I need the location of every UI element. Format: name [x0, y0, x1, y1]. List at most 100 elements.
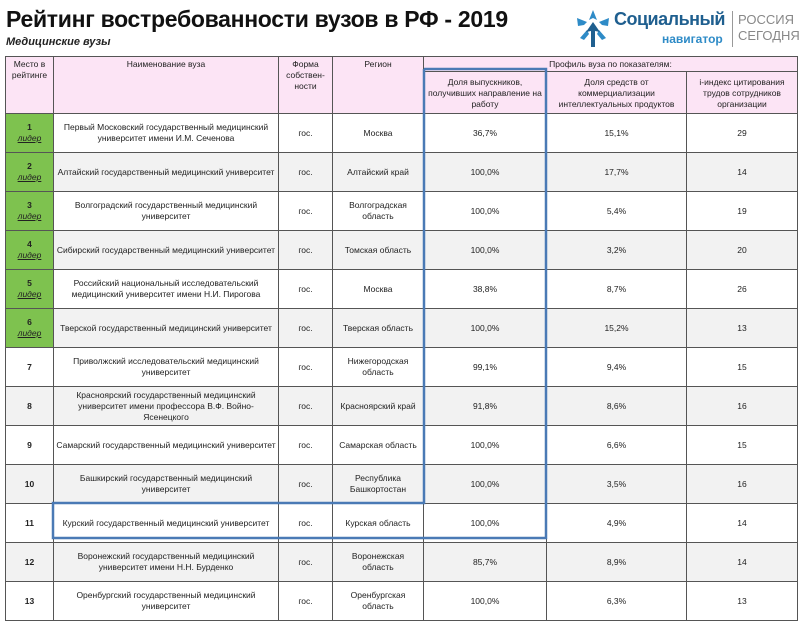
header-rank: Место в рейтинге: [5, 56, 54, 114]
employment-cell: 100,0%: [423, 464, 547, 504]
ownership-cell: гос.: [278, 152, 333, 192]
rank-number: 11: [25, 517, 34, 528]
rank-cell: 5 лидер: [5, 269, 54, 309]
region-cell: Красноярский край: [332, 386, 424, 426]
rank-cell: 1 лидер: [5, 113, 54, 153]
header-citation: i-индекс цитирования трудов сотрудников …: [686, 71, 798, 114]
logo-divider: [732, 11, 733, 47]
citation-cell: 16: [686, 386, 798, 426]
commercial-cell: 4,9%: [546, 503, 687, 543]
leader-badge[interactable]: лидер: [17, 250, 42, 260]
employment-cell: 36,7%: [423, 113, 547, 153]
ownership-cell: гос.: [278, 191, 333, 231]
employment-cell: 100,0%: [423, 425, 547, 465]
region-cell: Тверская область: [332, 308, 424, 348]
table-row: 12 Воронежский государственный медицински…: [5, 542, 798, 582]
region-cell: Алтайский край: [332, 152, 424, 192]
name-cell: Курский государственный медицинский унив…: [53, 503, 279, 543]
name-cell: Волгоградский государственный медицински…: [53, 191, 279, 231]
partner-logo: РОССИЯ СЕГОДНЯ: [738, 12, 800, 44]
leader-badge[interactable]: лидер: [17, 172, 42, 182]
rank-number: 4: [27, 239, 32, 249]
table-row: 5 лидер Российский национальный исследоват…: [5, 269, 798, 309]
rank-number: 12: [24, 556, 35, 567]
commercial-cell: 3,2%: [546, 230, 687, 270]
region-cell: Томская область: [332, 230, 424, 270]
header-employment: Доля выпускников, получивших направление…: [423, 71, 547, 114]
ownership-cell: гос.: [278, 581, 333, 621]
name-cell: Самарский государственный медицинский ун…: [53, 425, 279, 465]
name-cell: Приволжский исследовательский медицински…: [53, 347, 279, 387]
citation-cell: 14: [686, 152, 798, 192]
ownership-cell: гос.: [278, 269, 333, 309]
rank-cell: 4 лидер: [5, 230, 54, 270]
rank-number: 2: [27, 161, 32, 171]
page-subtitle: Медицинские вузы: [6, 36, 111, 48]
region-cell: Курская область: [332, 503, 424, 543]
rank-number: 9: [27, 439, 32, 450]
commercial-cell: 8,7%: [546, 269, 687, 309]
rank-number: 6: [27, 317, 32, 327]
rank-cell: 9: [5, 425, 54, 465]
citation-cell: 14: [686, 503, 798, 543]
commercial-cell: 6,6%: [546, 425, 687, 465]
commercial-cell: 9,4%: [546, 347, 687, 387]
name-cell: Российский национальный исследовательски…: [53, 269, 279, 309]
name-cell: Красноярский государственный медицинский…: [53, 386, 279, 426]
header-name: Наименование вуза: [53, 56, 279, 114]
table-row: 2 лидер Алтайский государственный медицинс…: [5, 152, 798, 192]
rank-cell: 2 лидер: [5, 152, 54, 192]
commercial-cell: 8,9%: [546, 542, 687, 582]
commercial-cell: 17,7%: [546, 152, 687, 192]
rank-cell: 8: [5, 386, 54, 426]
citation-cell: 20: [686, 230, 798, 270]
rank-number: 10: [24, 478, 35, 489]
citation-cell: 15: [686, 425, 798, 465]
rank-number: 1: [27, 122, 32, 132]
region-cell: Воронежская область: [332, 542, 424, 582]
region-cell: Нижегородская область: [332, 347, 424, 387]
logo-brand-sub: навигатор: [662, 32, 723, 46]
employment-cell: 100,0%: [423, 191, 547, 231]
employment-cell: 99,1%: [423, 347, 547, 387]
rank-number: 7: [27, 361, 32, 372]
header-ownership: Форма собствен-ности: [278, 56, 333, 114]
table-row: 11 Курский государственный медицинский ун…: [5, 503, 798, 543]
rank-cell: 3 лидер: [5, 191, 54, 231]
table-row: 9 Самарский государственный медицинский у…: [5, 425, 798, 465]
commercial-cell: 3,5%: [546, 464, 687, 504]
employment-cell: 100,0%: [423, 152, 547, 192]
name-cell: Тверской государственный медицинский уни…: [53, 308, 279, 348]
rank-cell: 6 лидер: [5, 308, 54, 348]
region-cell: Москва: [332, 269, 424, 309]
leader-badge[interactable]: лидер: [17, 211, 42, 221]
name-cell: Первый Московский государственный медици…: [53, 113, 279, 153]
rank-number: 8: [27, 400, 32, 411]
citation-cell: 16: [686, 464, 798, 504]
region-cell: Самарская область: [332, 425, 424, 465]
leader-badge[interactable]: лидер: [17, 328, 42, 338]
rank-number: 5: [27, 278, 32, 288]
table-row: 8 Красноярский государственный медицински…: [5, 386, 798, 426]
table-row: 1 лидер Первый Московский государственный …: [5, 113, 798, 153]
ownership-cell: гос.: [278, 464, 333, 504]
table-row: 10 Башкирский государственный медицинский…: [5, 464, 798, 504]
name-cell: Алтайский государственный медицинский ун…: [53, 152, 279, 192]
rank-cell: 13: [5, 581, 54, 621]
rank-cell: 12: [5, 542, 54, 582]
citation-cell: 13: [686, 308, 798, 348]
employment-cell: 100,0%: [423, 503, 547, 543]
leader-badge[interactable]: лидер: [17, 133, 42, 143]
commercial-cell: 6,3%: [546, 581, 687, 621]
commercial-cell: 15,1%: [546, 113, 687, 153]
table-row: 7 Приволжский исследовательский медицинск…: [5, 347, 798, 387]
employment-cell: 100,0%: [423, 230, 547, 270]
region-cell: Оренбургская область: [332, 581, 424, 621]
leader-badge[interactable]: лидер: [17, 289, 42, 299]
region-cell: Волгоградская область: [332, 191, 424, 231]
table-row: 4 лидер Сибирский государственный медицинс…: [5, 230, 798, 270]
snowflake-arrow-icon: [577, 10, 609, 47]
name-cell: Оренбургский государственный медицинский…: [53, 581, 279, 621]
name-cell: Воронежский государственный медицинский …: [53, 542, 279, 582]
ranking-table: Место в рейтинге Наименование вуза Форма…: [5, 56, 798, 621]
